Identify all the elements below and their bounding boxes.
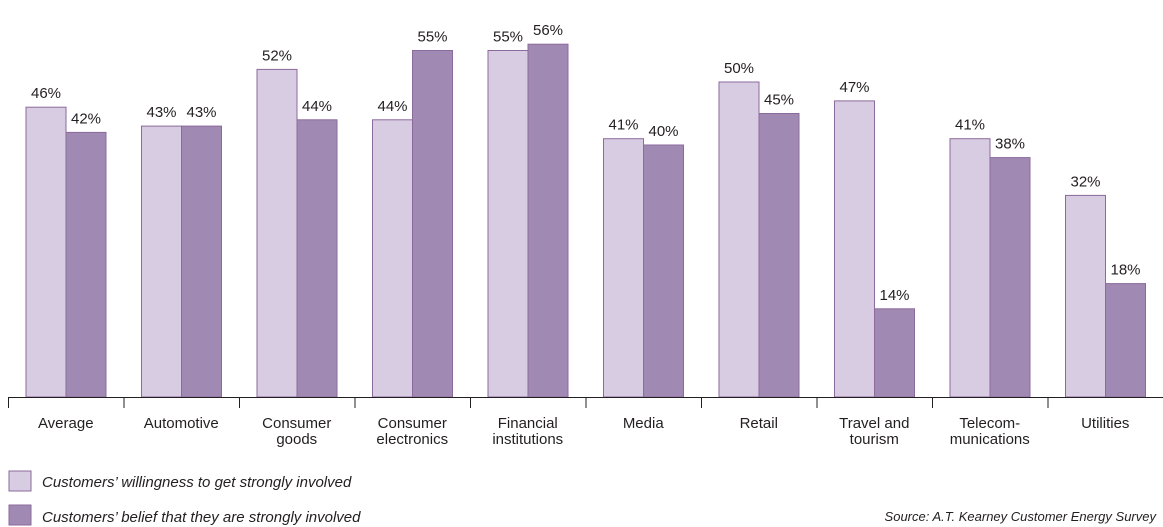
category-label-3: Consumer electronics [376, 415, 448, 448]
bar-willingness-1 [141, 125, 182, 398]
category-label-2: Consumer goods [262, 415, 331, 448]
bar-belief-6 [758, 113, 800, 398]
value-label-belief-0: 42% [71, 110, 101, 127]
bar-belief-7 [874, 308, 915, 398]
value-label-willingness-0: 46% [31, 85, 61, 102]
bar-willingness-3 [372, 119, 413, 398]
value-label-belief-3: 55% [417, 29, 447, 46]
legend-swatch-willingness [8, 470, 32, 492]
bar-willingness-9 [1065, 194, 1106, 398]
bar-belief-0 [65, 131, 107, 398]
source-note: Source: A.T. Kearney Customer Energy Sur… [885, 509, 1158, 524]
bar-willingness-5 [603, 138, 644, 398]
bar-belief-3 [412, 50, 453, 398]
bar-belief-5 [643, 144, 684, 398]
value-label-belief-6: 45% [764, 92, 794, 109]
value-label-belief-7: 14% [879, 287, 909, 304]
category-label-6: Retail [740, 415, 778, 432]
bar-willingness-4 [487, 50, 529, 398]
bar-willingness-0 [25, 106, 67, 398]
value-label-belief-4: 56% [533, 22, 563, 39]
category-labels-layer: Average Automotive Consumer goods Consumer el… [38, 415, 1129, 448]
bar-willingness-2 [256, 68, 298, 398]
value-label-belief-1: 43% [186, 104, 216, 121]
category-label-1: Automotive [144, 415, 219, 432]
legend-label-belief: Customers’ belief that they are strongly… [42, 509, 361, 526]
value-label-belief-5: 40% [648, 123, 678, 140]
bar-belief-9 [1105, 283, 1146, 398]
bar-belief-4 [527, 43, 569, 398]
category-label-7: Travel and tourism [839, 415, 909, 448]
value-label-willingness-6: 50% [724, 60, 754, 77]
x-axis [8, 397, 1163, 408]
value-label-willingness-2: 52% [262, 47, 292, 64]
value-label-willingness-4: 55% [493, 29, 523, 46]
bar-belief-1 [181, 125, 222, 398]
value-label-willingness-1: 43% [146, 104, 176, 121]
value-label-belief-8: 38% [995, 136, 1025, 153]
value-label-willingness-5: 41% [608, 117, 638, 134]
legend-label-willingness: Customers’ willingness to get strongly i… [42, 474, 352, 491]
value-labels-layer: 46% 42% 43% 43% 52% 44% 44% 55% 55% 56% 41% 40% 50% 4… [31, 22, 1141, 304]
category-label-0: Average [38, 415, 94, 432]
category-label-4: Financial institutions [492, 415, 563, 448]
bar-willingness-7 [834, 100, 875, 398]
value-label-belief-9: 18% [1110, 262, 1140, 279]
category-label-5: Media [623, 415, 665, 432]
value-label-belief-2: 44% [302, 98, 332, 115]
value-label-willingness-7: 47% [839, 79, 869, 96]
category-label-8: Telecom-munications [950, 415, 1030, 448]
bar-willingness-6 [718, 81, 760, 398]
value-label-willingness-9: 32% [1070, 173, 1100, 190]
legend: Customers’ willingness to get strongly i… [8, 470, 361, 526]
value-label-willingness-8: 41% [955, 117, 985, 134]
bars-layer [25, 43, 1146, 398]
bar-belief-2 [296, 119, 338, 398]
bar-willingness-8 [949, 138, 991, 398]
bar-belief-8 [989, 157, 1031, 398]
legend-swatch-belief [8, 504, 32, 526]
value-label-willingness-3: 44% [377, 98, 407, 115]
category-label-9: Utilities [1081, 415, 1129, 432]
